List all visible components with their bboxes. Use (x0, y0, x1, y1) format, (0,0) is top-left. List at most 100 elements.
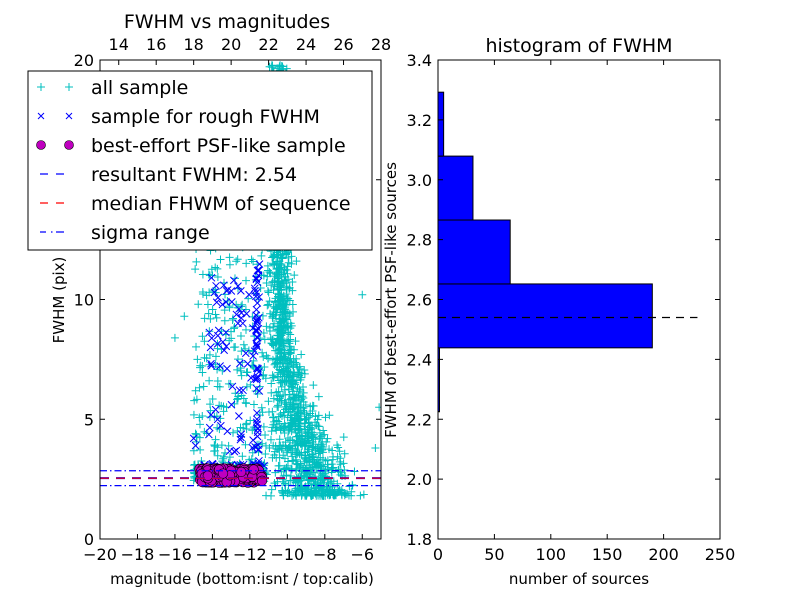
data-point-all-sample (220, 306, 229, 315)
data-point-rough-sample (250, 284, 259, 293)
data-point-rough-sample (252, 418, 261, 427)
data-point-all-sample (267, 339, 276, 348)
data-point-all-sample (260, 362, 269, 371)
data-point-all-sample (211, 310, 220, 319)
x-tick-label: 100 (536, 545, 567, 564)
data-point-all-sample (299, 397, 308, 406)
data-point-all-sample (211, 446, 220, 455)
data-point-rough-sample (227, 298, 236, 306)
data-point-all-sample (333, 441, 342, 450)
data-point-rough-sample (220, 346, 229, 355)
data-point-all-sample (208, 305, 217, 314)
x-tick-label: −12 (233, 545, 267, 564)
y-tick-label: 3.2 (407, 111, 432, 130)
data-point-best-sample (248, 464, 259, 475)
data-point-all-sample (298, 392, 307, 401)
data-point-all-sample (192, 342, 201, 351)
data-point-all-sample (304, 458, 313, 467)
data-point-best-sample (236, 466, 247, 478)
right-x-axis-label: number of sources (509, 570, 649, 588)
data-point-all-sample (272, 416, 281, 425)
data-point-rough-sample (211, 405, 220, 414)
data-point-all-sample (292, 257, 301, 266)
data-point-all-sample (292, 457, 301, 466)
right-x-ticks: 0 50 100 150 200 250 (433, 60, 735, 564)
data-point-all-sample (334, 466, 343, 475)
data-point-rough-sample (253, 299, 262, 307)
top-x-tick-label: 18 (183, 35, 203, 54)
data-point-rough-sample (245, 290, 253, 299)
data-point-all-sample (348, 480, 357, 489)
right-y-ticks: 1.8 2.0 2.2 2.4 2.6 2.8 3.0 3.2 3.4 (407, 51, 720, 549)
data-point-rough-sample (241, 349, 250, 358)
data-point-all-sample (279, 424, 288, 433)
x-tick-label: 250 (705, 545, 736, 564)
data-point-all-sample (282, 265, 291, 274)
data-point-all-sample (297, 350, 306, 359)
data-point-rough-sample (210, 288, 219, 297)
data-point-all-sample (274, 401, 283, 410)
data-point-all-sample (204, 270, 213, 279)
data-point-all-sample (305, 453, 314, 462)
data-point-rough-sample (249, 352, 257, 360)
histogram-bar (437, 91, 445, 157)
data-point-all-sample (211, 263, 220, 272)
data-point-all-sample (279, 491, 288, 500)
data-point-all-sample (221, 290, 230, 299)
data-point-all-sample (314, 392, 323, 401)
data-point-all-sample (264, 397, 273, 406)
data-point-rough-sample (253, 333, 262, 342)
data-point-all-sample (281, 486, 290, 495)
data-point-rough-sample (237, 286, 245, 295)
data-point-all-sample (296, 432, 305, 441)
data-point-all-sample (170, 333, 179, 342)
data-point-all-sample (284, 443, 293, 452)
data-point-rough-sample (255, 260, 264, 268)
data-point-all-sample (262, 278, 271, 287)
data-point-rough-sample (223, 364, 231, 373)
data-point-all-sample (309, 443, 318, 452)
y-tick-label: 2.6 (407, 291, 432, 310)
data-point-rough-sample (207, 334, 216, 342)
data-point-rough-sample (236, 435, 245, 444)
data-point-all-sample (283, 322, 292, 331)
data-point-rough-sample (223, 286, 232, 294)
data-point-all-sample (292, 464, 301, 473)
data-point-all-sample (307, 491, 316, 500)
data-point-rough-sample (253, 318, 262, 326)
data-point-all-sample (277, 348, 286, 357)
y-tick-label: 3.0 (407, 171, 432, 190)
data-point-all-sample (316, 474, 325, 483)
data-point-all-sample (340, 449, 349, 458)
legend-label: median FHWM of sequence (91, 193, 351, 215)
data-point-rough-sample (206, 343, 215, 352)
data-point-all-sample (269, 373, 278, 382)
data-point-all-sample (289, 371, 298, 380)
data-point-rough-sample (252, 327, 261, 336)
data-point-all-sample (241, 440, 250, 449)
data-point-all-sample (316, 433, 325, 442)
data-point-rough-sample (222, 328, 230, 337)
data-point-all-sample (288, 277, 297, 286)
data-point-all-sample (305, 423, 314, 432)
data-point-all-sample (286, 335, 295, 344)
data-point-rough-sample (191, 441, 200, 450)
data-point-all-sample (242, 325, 251, 334)
data-point-all-sample (358, 290, 367, 299)
data-point-all-sample (264, 300, 273, 309)
data-point-all-sample (313, 463, 322, 472)
data-point-all-sample (270, 417, 279, 426)
data-point-all-sample (257, 251, 266, 260)
x-tick-label: −16 (158, 545, 192, 564)
data-point-all-sample (287, 358, 296, 367)
legend-item-resultant-fwhm: resultant FWHM: 2.54 (40, 164, 297, 186)
data-point-all-sample (271, 468, 280, 477)
data-point-all-sample (281, 272, 290, 281)
data-point-all-sample (239, 424, 248, 433)
data-point-all-sample (327, 466, 336, 475)
data-point-all-sample (217, 345, 226, 354)
data-point-all-sample (301, 441, 310, 450)
data-point-all-sample (213, 451, 222, 460)
data-point-rough-sample (218, 300, 227, 309)
data-point-all-sample (263, 272, 272, 281)
